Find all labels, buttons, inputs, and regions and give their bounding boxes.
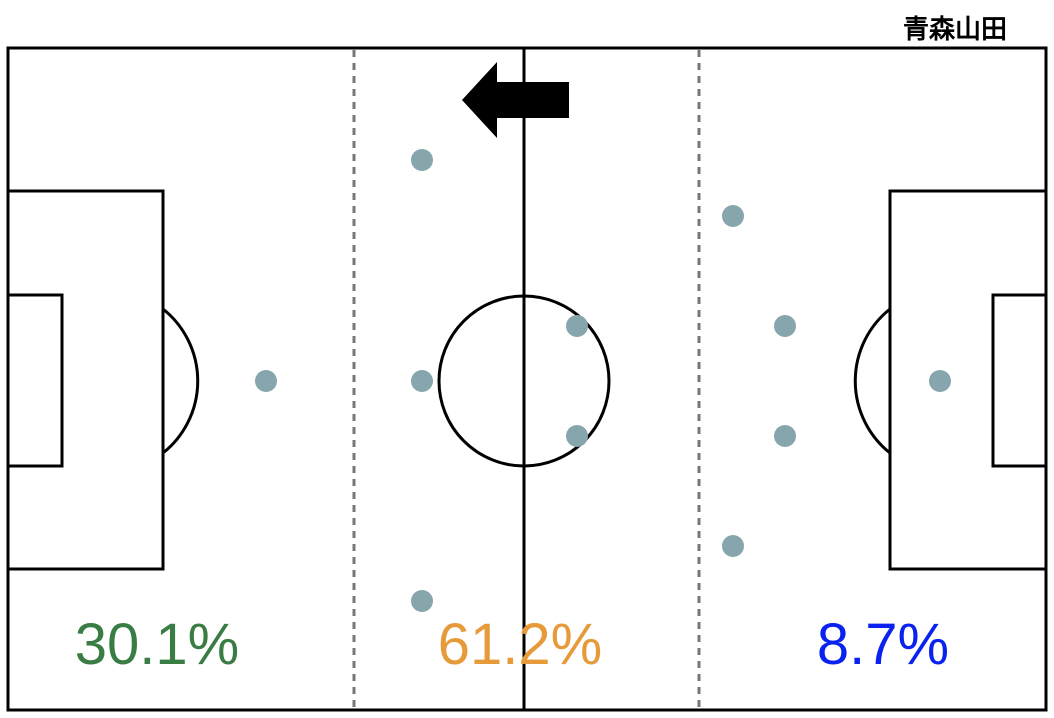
penalty-box (888, 189, 1048, 571)
player (566, 425, 588, 447)
player (255, 370, 277, 392)
player (774, 315, 796, 337)
team-name: 青森山田 (903, 15, 1007, 45)
player (929, 370, 951, 392)
zone-percentage: 30.1% (75, 612, 239, 677)
goal-box (991, 293, 1048, 468)
player (722, 205, 744, 227)
player (411, 149, 433, 171)
center-circle (437, 294, 611, 468)
player (411, 370, 433, 392)
player (566, 315, 588, 337)
penalty-arc (162, 307, 200, 455)
direction-arrow (462, 62, 569, 138)
player (774, 425, 796, 447)
penalty-arc (853, 307, 891, 455)
goal-box (6, 293, 64, 468)
zone-percentage: 8.7% (817, 612, 949, 677)
player (411, 590, 433, 612)
zone-percentage: 61.2% (438, 612, 602, 677)
penalty-box (6, 189, 165, 571)
player (722, 535, 744, 557)
players (255, 149, 951, 612)
